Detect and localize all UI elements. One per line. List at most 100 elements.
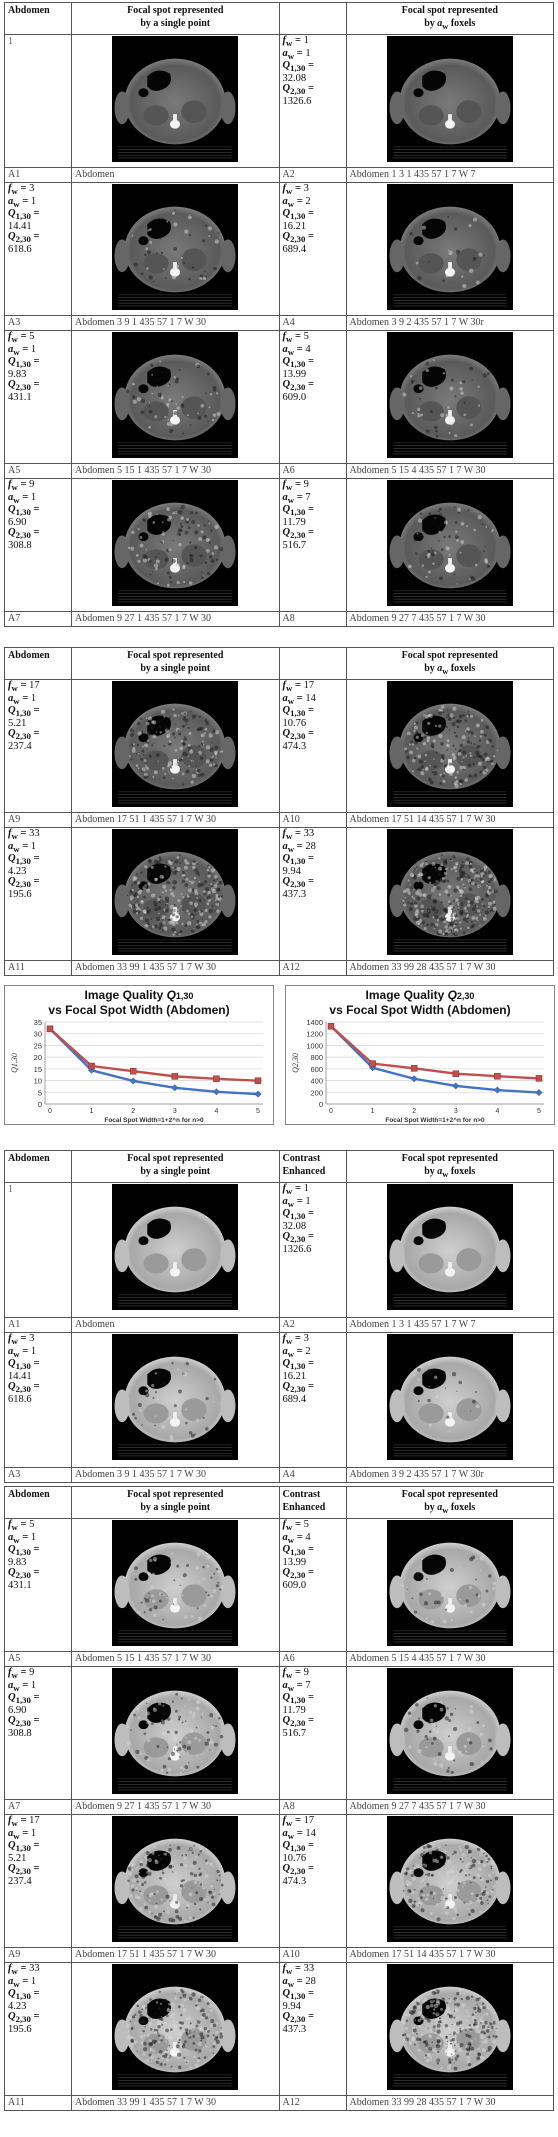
series-point <box>410 1065 418 1072</box>
image-cell <box>345 182 554 316</box>
param-cell: fw = 1 aw = 1 Q1,30 = 32.08 Q2,30 = 1326.6 <box>278 1182 347 1318</box>
image-row: fw = 17 aw = 1 Q1,30 = 5.21 Q2,30 = 237.4 fw =… <box>4 679 554 813</box>
image-cell <box>345 1182 554 1318</box>
header-cell: Abdomen <box>4 647 72 680</box>
image-caption: A11 <box>4 2095 72 2111</box>
param-cell: fw = 1 aw = 1 Q1,30 = 32.08 Q2,30 = 1326.6 <box>278 34 347 168</box>
label-row: A7 Abdomen 9 27 1 435 57 1 7 W 30 A8 Abdome… <box>4 1799 554 1815</box>
header-cell: Focal spot represented by a single point <box>71 2 280 35</box>
image-caption: Abdomen 9 27 7 435 57 1 7 W 30 <box>345 611 554 627</box>
image-caption: Abdomen 33 99 1 435 57 1 7 W 30 <box>71 960 280 976</box>
parameter-list: fw = 5 aw = 1 Q1,30 = 9.83 Q2,30 = 431.1 <box>8 331 40 403</box>
image-caption: Abdomen 3 9 1 435 57 1 7 W 30 <box>71 315 280 331</box>
ct-slice-image <box>112 1816 239 1942</box>
image-caption: A4 <box>278 315 347 331</box>
param-cell: fw = 9 aw = 1 Q1,30 = 6.90 Q2,30 = 308.8 <box>4 478 72 612</box>
series-point <box>535 1088 543 1097</box>
param-cell: fw = 3 aw = 1 Q1,30 = 14.41 Q2,30 = 618.6 <box>4 1332 72 1468</box>
series-point <box>212 1088 220 1096</box>
series-point <box>129 1067 137 1075</box>
parameter-list: fw = 9 aw = 7 Q1,30 = 11.79 Q2,30 = 516.7 <box>282 1667 315 1739</box>
param-cell: fw = 33 aw = 1 Q1,30 = 4.23 Q2,30 = 195.6 <box>4 827 72 961</box>
table-section-3: Abdomen Focal spot represented by a single… <box>4 1150 554 1483</box>
header-cell: Focal spot represented by a single point <box>71 1150 280 1183</box>
cell-label: 1 <box>8 1184 13 1195</box>
series-point <box>452 1070 460 1077</box>
x-tick-label: 4 <box>495 1108 499 1115</box>
y-tick-label: 1200 <box>306 1030 323 1039</box>
image-caption: A5 <box>4 1651 72 1667</box>
image-cell <box>71 1182 280 1318</box>
y-tick-label: 15 <box>34 1065 42 1074</box>
header-cell: Focal spot represented by a single point <box>71 1486 280 1519</box>
image-caption: A4 <box>278 1467 347 1483</box>
param-cell: fw = 5 aw = 1 Q1,30 = 9.83 Q2,30 = 431.1 <box>4 330 72 464</box>
x-tick-label: 5 <box>537 1108 541 1115</box>
series-point <box>452 1082 460 1090</box>
series-point <box>254 1077 262 1084</box>
param-cell: fw = 9 aw = 1 Q1,30 = 6.90 Q2,30 = 308.8 <box>4 1666 72 1800</box>
image-caption: Abdomen <box>71 1317 280 1333</box>
image-caption: Abdomen 33 99 28 435 57 1 7 W 30 <box>345 960 554 976</box>
param-cell: fw = 17 aw = 1 Q1,30 = 5.21 Q2,30 = 237.4 <box>4 1814 72 1948</box>
image-cell <box>345 1666 554 1800</box>
parameter-list: fw = 17 aw = 1 Q1,30 = 5.21 Q2,30 = 237.4 <box>8 1815 40 1887</box>
image-row: 1 fw = 1 aw = 1 Q1,30 = 32.08 Q2,30 = 1326.6 <box>4 1182 554 1318</box>
image-caption: A6 <box>278 1651 347 1667</box>
cell-label: 1 <box>8 36 13 47</box>
ct-slice-image <box>386 480 513 606</box>
image-caption: Abdomen 5 15 4 435 57 1 7 W 30 <box>345 463 554 479</box>
header-cell: Abdomen <box>4 1150 72 1183</box>
y-axis-label: Q2,30 <box>291 1053 300 1073</box>
image-caption: A1 <box>4 167 72 183</box>
image-row: fw = 5 aw = 1 Q1,30 = 9.83 Q2,30 = 431.1 fw = … <box>4 1518 554 1652</box>
header-row: Abdomen Focal spot represented by a single… <box>4 1486 554 1519</box>
image-cell <box>71 330 280 464</box>
parameter-list: fw = 5 aw = 4 Q1,30 = 13.99 Q2,30 = 609.0 <box>282 331 315 403</box>
image-caption: A11 <box>4 960 72 976</box>
param-cell: 1 <box>4 1182 72 1318</box>
y-tick-label: 20 <box>34 1053 42 1062</box>
y-tick-label: 1000 <box>306 1041 323 1050</box>
parameter-list: fw = 17 aw = 14 Q1,30 = 10.76 Q2,30 = 474.3 <box>282 1815 316 1887</box>
image-caption: Abdomen 33 99 28 435 57 1 7 W 30 <box>345 2095 554 2111</box>
parameter-list: fw = 3 aw = 1 Q1,30 = 14.41 Q2,30 = 618.6 <box>8 1333 40 1405</box>
ct-slice-image <box>112 332 239 458</box>
chart-q1-title: Image Quality Q1,30 vs Focal Spot Width (… <box>48 988 230 1017</box>
ct-slice-image <box>386 1520 513 1646</box>
y-tick-label: 25 <box>34 1041 42 1050</box>
image-caption: A9 <box>4 812 72 828</box>
image-caption: Abdomen 1 3 1 435 57 1 7 W 7 <box>345 1317 554 1333</box>
y-axis-label: Q1,30 <box>10 1053 19 1073</box>
parameter-list: fw = 3 aw = 1 Q1,30 = 14.41 Q2,30 = 618.6 <box>8 183 40 255</box>
ct-slice-image <box>386 681 513 807</box>
image-cell <box>345 1962 554 2096</box>
label-row: A1 Abdomen A2 Abdomen 1 3 1 435 57 1 7 W 7 <box>4 167 554 183</box>
label-row: A3 Abdomen 3 9 1 435 57 1 7 W 30 A4 Abdomen… <box>4 315 554 331</box>
image-caption: Abdomen 33 99 1 435 57 1 7 W 30 <box>71 2095 280 2111</box>
image-cell <box>71 1332 280 1468</box>
parameter-list: fw = 9 aw = 7 Q1,30 = 11.79 Q2,30 = 516.7 <box>282 479 315 551</box>
parameter-list: fw = 33 aw = 28 Q1,30 = 9.94 Q2,30 = 437.3 <box>282 1963 316 2035</box>
image-caption: A9 <box>4 1947 72 1963</box>
ct-slice-image <box>386 36 513 162</box>
label-row: A9 Abdomen 17 51 1 435 57 1 7 W 30 A10 Abdo… <box>4 1947 554 1963</box>
image-row: 1 fw = 1 aw = 1 Q1,30 = 32.08 Q2,30 = 1326.6 <box>4 34 554 168</box>
image-row: fw = 3 aw = 1 Q1,30 = 14.41 Q2,30 = 618.6 fw =… <box>4 182 554 316</box>
image-caption: A8 <box>278 1799 347 1815</box>
image-caption: Abdomen 17 51 1 435 57 1 7 W 30 <box>71 812 280 828</box>
x-tick-label: 5 <box>256 1108 260 1115</box>
parameter-list: fw = 33 aw = 1 Q1,30 = 4.23 Q2,30 = 195.6 <box>8 828 40 900</box>
ct-slice-image <box>112 1184 239 1310</box>
image-row: fw = 33 aw = 1 Q1,30 = 4.23 Q2,30 = 195.6 fw =… <box>4 1962 554 2096</box>
parameter-list: fw = 1 aw = 1 Q1,30 = 32.08 Q2,30 = 1326.6 <box>282 1183 315 1255</box>
series-point <box>129 1077 137 1085</box>
image-cell <box>71 34 280 168</box>
param-cell: fw = 17 aw = 1 Q1,30 = 5.21 Q2,30 = 237.4 <box>4 679 72 813</box>
y-tick-label: 200 <box>310 1088 323 1097</box>
x-tick-label: 0 <box>329 1108 333 1115</box>
image-cell <box>71 1518 280 1652</box>
image-row: fw = 9 aw = 1 Q1,30 = 6.90 Q2,30 = 308.8 fw = … <box>4 478 554 612</box>
param-cell: fw = 3 aw = 1 Q1,30 = 14.41 Q2,30 = 618.6 <box>4 182 72 316</box>
label-row: A5 Abdomen 5 15 1 435 57 1 7 W 30 A6 Abdome… <box>4 463 554 479</box>
